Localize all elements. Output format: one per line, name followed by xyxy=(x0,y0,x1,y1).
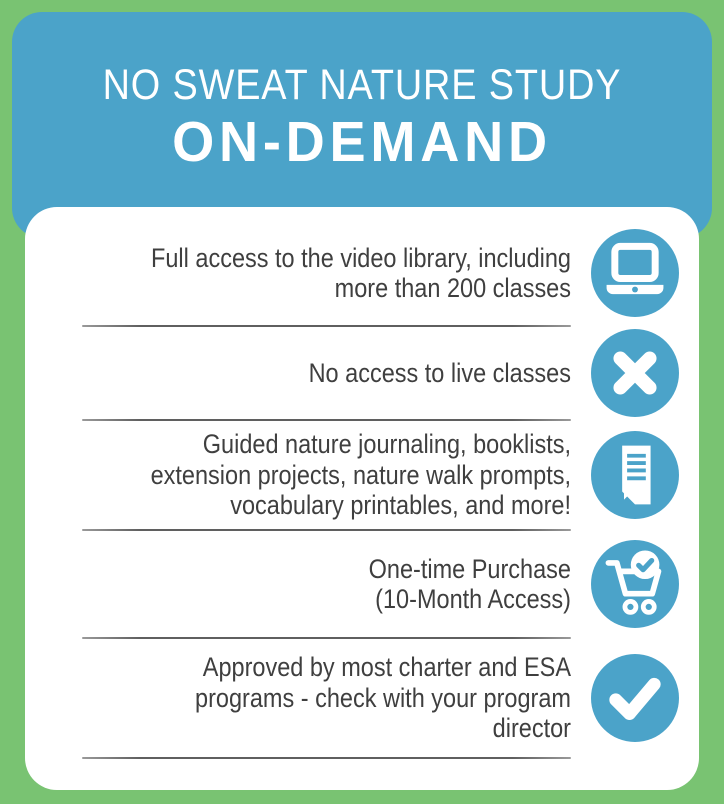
feature-text-line: Guided nature journaling, booklists, xyxy=(202,429,571,460)
feature-row: One-time Purchase (10-Month Access) xyxy=(82,531,679,637)
feature-text-line: more than 200 classes xyxy=(334,273,571,303)
cart-check-icon xyxy=(591,540,679,628)
feature-text-line: Approved by most charter and ESA xyxy=(202,652,571,683)
feature-row: Full access to the video library, includ… xyxy=(82,221,679,325)
row-divider xyxy=(82,325,571,327)
feature-text-line: Full access to the video library, includ… xyxy=(151,242,571,273)
feature-text: Full access to the video library, includ… xyxy=(146,243,571,304)
feature-row: Approved by most charter and ESA programs… xyxy=(82,639,679,757)
laptop-icon xyxy=(591,229,679,317)
feature-text-line: One-time Purchase xyxy=(368,553,571,584)
feature-text: One-time Purchase (10-Month Access) xyxy=(146,554,571,615)
row-divider xyxy=(82,637,571,639)
feature-row: No access to live classes xyxy=(82,327,679,419)
feature-text-line: extension projects, nature walk prompts, xyxy=(150,459,571,490)
row-divider xyxy=(82,419,571,421)
row-divider xyxy=(82,529,571,531)
check-icon xyxy=(591,654,679,742)
feature-text-line: vocabulary printables, and more! xyxy=(230,490,571,521)
x-icon xyxy=(591,329,679,417)
header-title-line2: ON-DEMAND xyxy=(172,110,552,175)
feature-text: Guided nature journaling, booklists, exte… xyxy=(146,429,571,521)
feature-text-line: director xyxy=(492,713,571,744)
header-title-line1: NO SWEAT NATURE STUDY xyxy=(102,61,622,109)
row-divider xyxy=(82,757,571,759)
feature-text-line: No access to live classes xyxy=(308,357,571,388)
feature-text: No access to live classes xyxy=(146,358,571,389)
document-icon xyxy=(591,431,679,519)
feature-text-line: programs - check with your program xyxy=(195,682,571,713)
feature-rows: Full access to the video library, includ… xyxy=(82,221,679,759)
features-card: Full access to the video library, includ… xyxy=(25,207,699,790)
feature-row: Guided nature journaling, booklists, exte… xyxy=(82,421,679,529)
feature-text: Approved by most charter and ESA programs… xyxy=(146,652,571,744)
header-banner: NO SWEAT NATURE STUDY ON-DEMAND xyxy=(12,12,712,238)
feature-text-line: (10-Month Access) xyxy=(375,584,571,614)
